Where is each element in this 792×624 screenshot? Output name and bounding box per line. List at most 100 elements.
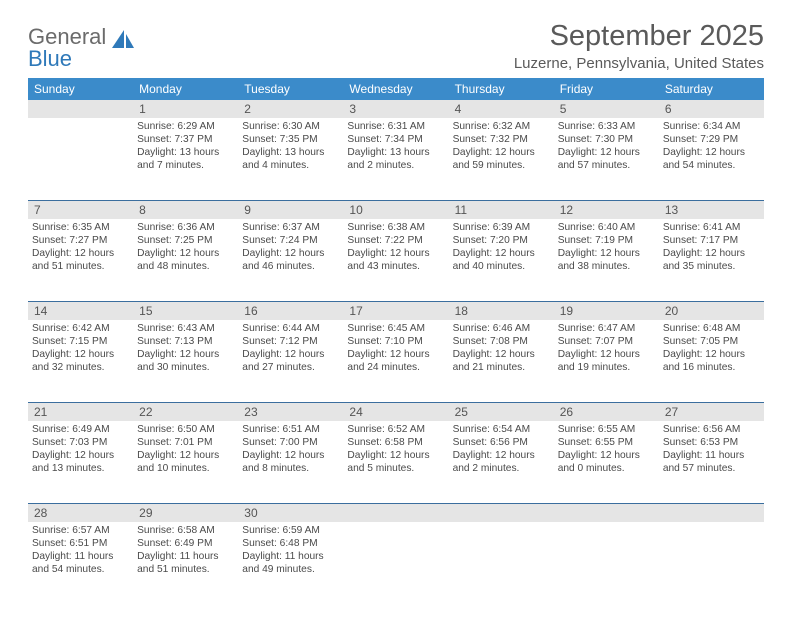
day-cell: Sunrise: 6:32 AMSunset: 7:32 PMDaylight:…: [449, 118, 554, 200]
sunrise-text: Sunrise: 6:56 AM: [663, 423, 760, 436]
title-block: September 2025 Luzerne, Pennsylvania, Un…: [514, 20, 764, 72]
daylight-text: Daylight: 11 hours and 57 minutes.: [663, 449, 760, 475]
day-number: 22: [133, 403, 238, 421]
sunset-text: Sunset: 7:32 PM: [453, 133, 550, 146]
logo: General Blue: [28, 20, 136, 70]
sunrise-text: Sunrise: 6:46 AM: [453, 322, 550, 335]
day-number: 9: [238, 201, 343, 219]
day-number: 29: [133, 504, 238, 522]
sunset-text: Sunset: 7:12 PM: [242, 335, 339, 348]
weeks-container: 123456Sunrise: 6:29 AMSunset: 7:37 PMDay…: [28, 100, 764, 604]
sunset-text: Sunset: 7:07 PM: [558, 335, 655, 348]
day-cell: Sunrise: 6:49 AMSunset: 7:03 PMDaylight:…: [28, 421, 133, 503]
day-cell: Sunrise: 6:36 AMSunset: 7:25 PMDaylight:…: [133, 219, 238, 301]
daylight-text: Daylight: 12 hours and 57 minutes.: [558, 146, 655, 172]
sunset-text: Sunset: 6:51 PM: [32, 537, 129, 550]
daylight-text: Daylight: 12 hours and 27 minutes.: [242, 348, 339, 374]
sunset-text: Sunset: 6:56 PM: [453, 436, 550, 449]
page-header: General Blue September 2025 Luzerne, Pen…: [28, 20, 764, 72]
week-row: Sunrise: 6:29 AMSunset: 7:37 PMDaylight:…: [28, 118, 764, 201]
day-cell: Sunrise: 6:59 AMSunset: 6:48 PMDaylight:…: [238, 522, 343, 604]
dow-tuesday: Tuesday: [238, 78, 343, 100]
daylight-text: Daylight: 11 hours and 54 minutes.: [32, 550, 129, 576]
calendar-page: General Blue September 2025 Luzerne, Pen…: [0, 0, 792, 624]
day-cell: Sunrise: 6:29 AMSunset: 7:37 PMDaylight:…: [133, 118, 238, 200]
sunrise-text: Sunrise: 6:44 AM: [242, 322, 339, 335]
day-number: 12: [554, 201, 659, 219]
day-number: [659, 504, 764, 522]
sunset-text: Sunset: 7:30 PM: [558, 133, 655, 146]
day-number: 5: [554, 100, 659, 118]
sunset-text: Sunset: 7:19 PM: [558, 234, 655, 247]
day-number: 14: [28, 302, 133, 320]
day-number: 3: [343, 100, 448, 118]
day-number: 26: [554, 403, 659, 421]
sunrise-text: Sunrise: 6:58 AM: [137, 524, 234, 537]
day-number: 10: [343, 201, 448, 219]
day-number-row: 21222324252627: [28, 403, 764, 421]
sunset-text: Sunset: 7:13 PM: [137, 335, 234, 348]
sunset-text: Sunset: 6:58 PM: [347, 436, 444, 449]
daylight-text: Daylight: 12 hours and 51 minutes.: [32, 247, 129, 273]
sunrise-text: Sunrise: 6:42 AM: [32, 322, 129, 335]
day-cell: [449, 522, 554, 604]
sunset-text: Sunset: 6:48 PM: [242, 537, 339, 550]
sunrise-text: Sunrise: 6:49 AM: [32, 423, 129, 436]
sunrise-text: Sunrise: 6:54 AM: [453, 423, 550, 436]
dow-friday: Friday: [554, 78, 659, 100]
daylight-text: Daylight: 12 hours and 46 minutes.: [242, 247, 339, 273]
location-text: Luzerne, Pennsylvania, United States: [514, 55, 764, 72]
dow-sunday: Sunday: [28, 78, 133, 100]
day-cell: Sunrise: 6:48 AMSunset: 7:05 PMDaylight:…: [659, 320, 764, 402]
day-cell: Sunrise: 6:57 AMSunset: 6:51 PMDaylight:…: [28, 522, 133, 604]
daylight-text: Daylight: 12 hours and 2 minutes.: [453, 449, 550, 475]
daylight-text: Daylight: 12 hours and 48 minutes.: [137, 247, 234, 273]
dow-thursday: Thursday: [449, 78, 554, 100]
daylight-text: Daylight: 12 hours and 19 minutes.: [558, 348, 655, 374]
sunset-text: Sunset: 7:37 PM: [137, 133, 234, 146]
sunset-text: Sunset: 7:35 PM: [242, 133, 339, 146]
day-number: 15: [133, 302, 238, 320]
sunrise-text: Sunrise: 6:48 AM: [663, 322, 760, 335]
sunset-text: Sunset: 6:49 PM: [137, 537, 234, 550]
logo-text: General Blue: [28, 26, 106, 70]
sunrise-text: Sunrise: 6:34 AM: [663, 120, 760, 133]
sunset-text: Sunset: 7:15 PM: [32, 335, 129, 348]
daylight-text: Daylight: 12 hours and 54 minutes.: [663, 146, 760, 172]
day-number: 30: [238, 504, 343, 522]
sunrise-text: Sunrise: 6:41 AM: [663, 221, 760, 234]
day-number-row: 14151617181920: [28, 302, 764, 320]
week-row: Sunrise: 6:57 AMSunset: 6:51 PMDaylight:…: [28, 522, 764, 604]
sunrise-text: Sunrise: 6:52 AM: [347, 423, 444, 436]
sunrise-text: Sunrise: 6:38 AM: [347, 221, 444, 234]
week-row: Sunrise: 6:49 AMSunset: 7:03 PMDaylight:…: [28, 421, 764, 504]
day-number-row: 78910111213: [28, 201, 764, 219]
sunrise-text: Sunrise: 6:32 AM: [453, 120, 550, 133]
daylight-text: Daylight: 13 hours and 2 minutes.: [347, 146, 444, 172]
day-cell: Sunrise: 6:39 AMSunset: 7:20 PMDaylight:…: [449, 219, 554, 301]
day-cell: Sunrise: 6:40 AMSunset: 7:19 PMDaylight:…: [554, 219, 659, 301]
day-number: 28: [28, 504, 133, 522]
day-number: [554, 504, 659, 522]
day-cell: Sunrise: 6:50 AMSunset: 7:01 PMDaylight:…: [133, 421, 238, 503]
daylight-text: Daylight: 13 hours and 4 minutes.: [242, 146, 339, 172]
day-number: 8: [133, 201, 238, 219]
daylight-text: Daylight: 12 hours and 40 minutes.: [453, 247, 550, 273]
day-cell: Sunrise: 6:38 AMSunset: 7:22 PMDaylight:…: [343, 219, 448, 301]
sunrise-text: Sunrise: 6:43 AM: [137, 322, 234, 335]
day-number: 6: [659, 100, 764, 118]
day-number: 25: [449, 403, 554, 421]
sunrise-text: Sunrise: 6:39 AM: [453, 221, 550, 234]
day-number: 7: [28, 201, 133, 219]
day-cell: Sunrise: 6:35 AMSunset: 7:27 PMDaylight:…: [28, 219, 133, 301]
sunrise-text: Sunrise: 6:35 AM: [32, 221, 129, 234]
day-number: [28, 100, 133, 118]
day-number: 17: [343, 302, 448, 320]
sunrise-text: Sunrise: 6:51 AM: [242, 423, 339, 436]
daylight-text: Daylight: 12 hours and 43 minutes.: [347, 247, 444, 273]
sunset-text: Sunset: 7:05 PM: [663, 335, 760, 348]
day-cell: Sunrise: 6:46 AMSunset: 7:08 PMDaylight:…: [449, 320, 554, 402]
calendar-grid: Sunday Monday Tuesday Wednesday Thursday…: [28, 78, 764, 604]
day-cell: Sunrise: 6:52 AMSunset: 6:58 PMDaylight:…: [343, 421, 448, 503]
daylight-text: Daylight: 12 hours and 38 minutes.: [558, 247, 655, 273]
